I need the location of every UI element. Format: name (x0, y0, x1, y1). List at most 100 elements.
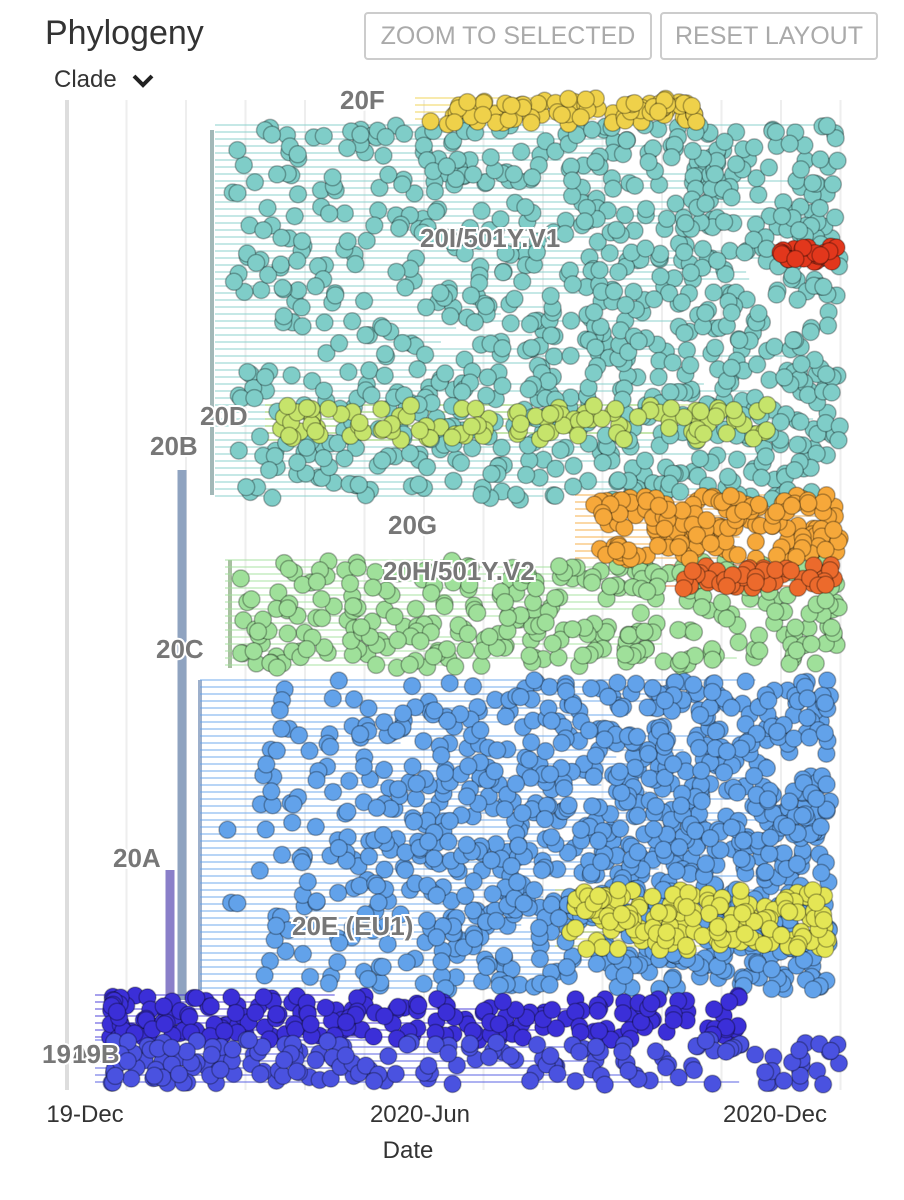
tip (389, 564, 408, 583)
tip (786, 249, 805, 269)
color-by-dropdown[interactable]: Clade (54, 66, 155, 94)
tip (522, 168, 542, 187)
tip (717, 576, 737, 596)
tip (780, 654, 799, 674)
tip (520, 315, 540, 334)
tip (612, 904, 631, 924)
tip (595, 1075, 615, 1094)
tip (677, 897, 696, 917)
tip (496, 707, 515, 726)
tip (595, 730, 614, 749)
tip (376, 127, 396, 147)
tip (177, 1042, 197, 1061)
zoom-button[interactable]: ZOOM TO SELECTED (364, 12, 652, 60)
tip (256, 820, 276, 839)
tip (459, 756, 478, 776)
tip (592, 409, 612, 429)
tip (717, 609, 736, 628)
tip (655, 691, 675, 710)
tip (319, 204, 339, 223)
tip (463, 677, 483, 696)
tip (791, 412, 810, 432)
tip (307, 770, 326, 790)
tip (818, 316, 838, 335)
tip (586, 338, 605, 357)
tip (525, 671, 544, 690)
tip (767, 722, 787, 741)
tip (354, 757, 374, 776)
tip (262, 782, 281, 801)
tip (604, 282, 624, 301)
tip (522, 338, 541, 358)
tip (443, 131, 463, 151)
tip (563, 696, 583, 715)
tip (549, 908, 569, 928)
tip (817, 116, 837, 136)
tip (373, 419, 393, 439)
tip (272, 228, 291, 248)
tip (351, 125, 370, 144)
tip (490, 976, 509, 995)
tip (814, 910, 833, 930)
tip (255, 367, 275, 387)
tip (300, 741, 319, 761)
tip (606, 541, 626, 560)
tip (786, 618, 805, 637)
tip (519, 380, 538, 399)
tip (282, 813, 302, 832)
tip (506, 485, 526, 504)
tip (554, 779, 574, 798)
tip (578, 471, 598, 491)
tip (787, 641, 806, 660)
tip (646, 1042, 666, 1061)
clade-label: 20E (EU1) (292, 911, 413, 941)
tip (588, 232, 608, 252)
tip (788, 290, 807, 310)
tip (314, 381, 334, 400)
tip (690, 449, 710, 468)
tip (700, 828, 720, 848)
tip (218, 820, 237, 840)
tip (576, 90, 596, 109)
tip (608, 939, 628, 959)
tip (563, 477, 583, 496)
tip (366, 655, 386, 675)
tip (293, 317, 312, 336)
tip (814, 277, 833, 297)
tip (278, 396, 297, 416)
tip (708, 917, 728, 937)
tip (435, 763, 455, 783)
tip (642, 994, 661, 1013)
x-tick-label: 19-Dec (46, 1101, 123, 1128)
tip (815, 723, 835, 743)
tip (573, 646, 593, 665)
reset-button[interactable]: RESET LAYOUT (660, 12, 878, 60)
tip (444, 471, 463, 491)
tip (600, 577, 620, 596)
tip (425, 182, 445, 201)
tip (563, 275, 582, 294)
tip (758, 395, 777, 415)
tip (427, 886, 446, 905)
tip (598, 687, 618, 707)
tip (624, 282, 643, 301)
tip (540, 764, 560, 784)
tip (354, 291, 374, 311)
tip (300, 967, 320, 987)
tip (437, 1003, 456, 1022)
tip (542, 1000, 562, 1020)
tip (118, 1051, 137, 1071)
tip (396, 278, 415, 297)
tip (654, 652, 673, 671)
tip (244, 641, 263, 661)
tip (676, 214, 695, 233)
tip (369, 893, 388, 912)
tip (694, 424, 713, 444)
tip (690, 705, 710, 725)
tip (293, 944, 313, 964)
tip (661, 382, 680, 402)
tip (306, 422, 325, 441)
tip (657, 923, 676, 942)
tip (612, 783, 631, 802)
tip (559, 89, 578, 109)
